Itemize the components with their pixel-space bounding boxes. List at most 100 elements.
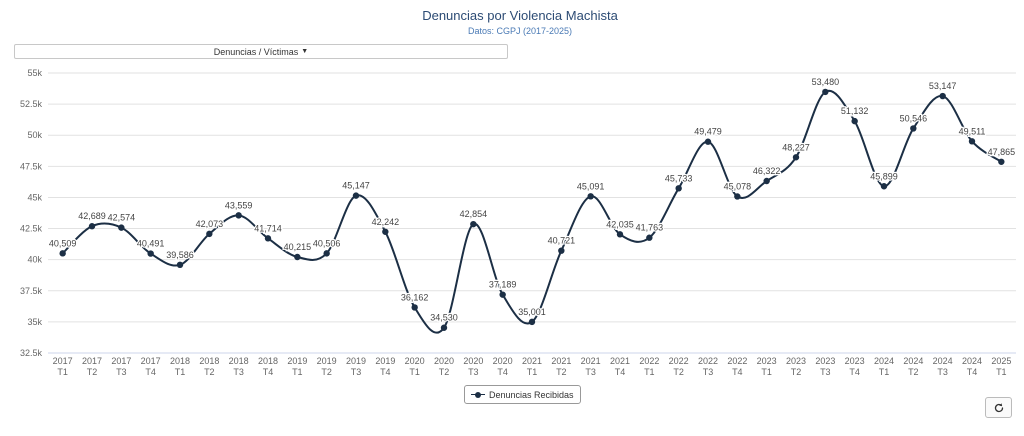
data-point [470, 220, 477, 228]
metric-dropdown[interactable]: Denuncias / Víctimas ▼ [14, 44, 508, 59]
x-tick-label-quarter: T1 [292, 367, 303, 377]
x-tick-label-year: 2018 [199, 356, 219, 366]
data-point [264, 235, 272, 242]
data-point [587, 193, 594, 200]
chart-subtitle: Datos: CGPJ (2017-2025) [467, 26, 573, 36]
x-tick-label-quarter: T3 [351, 367, 362, 377]
data-label: 45,899 [870, 171, 898, 181]
x-tick-label-quarter: T4 [263, 367, 274, 377]
data-point [558, 247, 565, 254]
y-tick-label: 35k [27, 317, 42, 327]
x-tick-label-year: 2019 [375, 356, 395, 366]
legend-item-denuncias-recibidas[interactable]: Denuncias Recibidas [464, 385, 581, 404]
x-tick-label-year: 2019 [287, 356, 307, 366]
y-tick-label: 50k [27, 130, 42, 140]
x-tick-label-quarter: T3 [585, 367, 596, 377]
data-point [294, 253, 301, 261]
data-point [968, 138, 976, 145]
x-tick-label-year: 2017 [53, 356, 73, 366]
data-label: 35,001 [518, 307, 546, 317]
data-point [235, 212, 242, 219]
x-tick-label-year: 2020 [405, 356, 425, 366]
data-label: 45,078 [724, 181, 752, 191]
x-tick-label-year: 2017 [111, 356, 131, 366]
x-tick-label-year: 2020 [463, 356, 483, 366]
x-tick-label-quarter: T4 [849, 367, 860, 377]
data-point [323, 250, 330, 257]
data-point [352, 192, 360, 199]
data-point [675, 185, 682, 192]
series-line-denuncias-recibidas [61, 89, 1002, 334]
x-tick-label-year: 2025 [991, 356, 1011, 366]
data-label: 42,073 [196, 219, 224, 229]
x-tick-label-quarter: T1 [996, 367, 1007, 377]
x-tick-label-year: 2020 [493, 356, 513, 366]
data-point [440, 324, 448, 331]
x-tick-label-quarter: T4 [732, 367, 743, 377]
x-tick-label-quarter: T3 [116, 367, 127, 377]
data-label: 45,091 [577, 181, 605, 191]
data-label: 42,689 [78, 211, 106, 221]
data-point [822, 88, 829, 96]
x-tick-label-quarter: T2 [87, 367, 98, 377]
x-tick-label-year: 2018 [258, 356, 278, 366]
x-tick-label-quarter: T2 [673, 367, 684, 377]
caret-down-icon: ▼ [301, 48, 309, 55]
data-label: 53,147 [929, 81, 957, 91]
y-tick-label: 52.5k [20, 99, 43, 109]
x-tick-label-quarter: T2 [791, 367, 802, 377]
data-point [88, 223, 96, 230]
x-tick-label-year: 2021 [610, 356, 630, 366]
x-tick-label-quarter: T3 [233, 367, 244, 377]
data-point [382, 228, 389, 235]
y-tick-label: 40k [27, 255, 42, 265]
y-tick-label: 32.5k [20, 348, 43, 358]
refresh-button[interactable] [985, 397, 1012, 418]
x-tick-label-year: 2024 [962, 356, 982, 366]
data-point [851, 117, 858, 125]
y-tick-label: 37.5k [20, 286, 43, 296]
x-tick-label-quarter: T1 [527, 367, 538, 377]
x-tick-label-quarter: T2 [439, 367, 450, 377]
y-tick-label: 42.5k [20, 224, 43, 234]
x-tick-label-year: 2021 [522, 356, 542, 366]
x-tick-label-year: 2024 [933, 356, 953, 366]
data-label: 40,491 [137, 239, 165, 249]
data-point [499, 291, 506, 298]
data-point [411, 304, 418, 311]
x-tick-label-year: 2023 [786, 356, 806, 366]
data-label: 42,035 [606, 219, 634, 229]
x-tick-label-quarter: T2 [321, 367, 332, 377]
y-tick-label: 47.5k [20, 161, 43, 171]
x-tick-label-year: 2024 [903, 356, 923, 366]
data-point [646, 234, 653, 241]
y-tick-label: 45k [27, 192, 42, 202]
metric-dropdown-label: Denuncias / Víctimas [213, 46, 299, 57]
data-label: 46,322 [753, 166, 781, 176]
x-tick-label-year: 2022 [698, 356, 718, 366]
data-label: 40,506 [313, 238, 341, 248]
data-label: 39,586 [166, 250, 194, 260]
data-label: 41,714 [254, 223, 282, 233]
x-tick-label-quarter: T3 [703, 367, 714, 377]
data-point [998, 158, 1005, 165]
data-label: 45,147 [342, 181, 370, 191]
data-label: 37,189 [489, 280, 517, 290]
data-label: 51,132 [841, 106, 869, 116]
data-label: 53,480 [812, 77, 840, 87]
data-point [206, 230, 213, 238]
data-label: 47,865 [988, 147, 1016, 157]
data-point [528, 318, 536, 326]
y-tick-label: 55k [27, 68, 42, 78]
chart-title: Denuncias por Violencia Machista [422, 8, 618, 23]
data-point [880, 183, 888, 190]
x-tick-label-year: 2024 [874, 356, 894, 366]
data-label: 40,509 [49, 238, 77, 248]
x-tick-label-quarter: T3 [820, 367, 831, 377]
x-tick-label-year: 2023 [757, 356, 777, 366]
data-point [59, 250, 66, 257]
x-tick-label-quarter: T1 [644, 367, 655, 377]
x-tick-label-year: 2023 [845, 356, 865, 366]
x-tick-label-quarter: T1 [409, 367, 420, 377]
data-point [763, 177, 770, 185]
